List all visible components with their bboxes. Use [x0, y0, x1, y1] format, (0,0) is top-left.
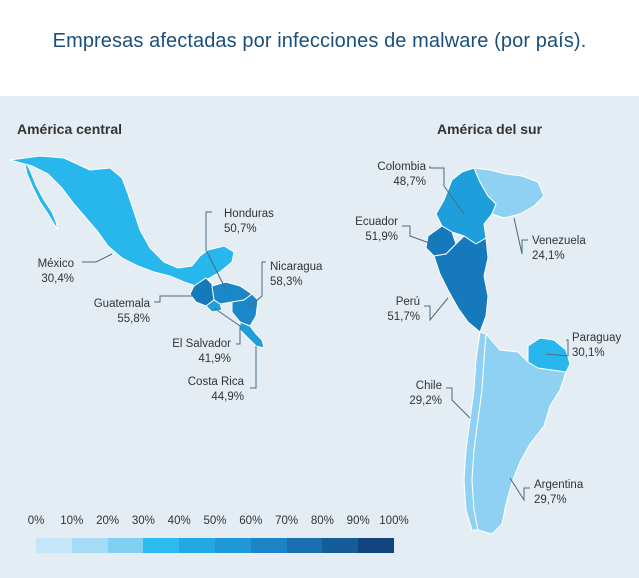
legend-tick: 90% — [346, 515, 370, 527]
label-venezuela-name: Venezuela — [532, 235, 586, 247]
label-nicaragua-name: Nicaragua — [270, 261, 323, 273]
label-el-salvador: El Salvador 41,9% — [136, 337, 231, 367]
label-chile-value: 29,2% — [409, 395, 442, 407]
legend-swatch — [143, 538, 180, 553]
legend-tick: 80% — [310, 515, 334, 527]
leader-nicaragua — [249, 261, 266, 307]
legend-tick: 100% — [379, 515, 409, 527]
leader-peru — [424, 297, 449, 322]
country-mexico-baja[interactable] — [23, 159, 59, 231]
legend-tick: 20% — [96, 515, 120, 527]
label-guatemala-name: Guatemala — [93, 298, 150, 310]
legend-swatch — [286, 538, 323, 553]
label-chile: Chile 29,2% — [396, 379, 442, 409]
label-argentina-name: Argentina — [534, 479, 584, 491]
label-paraguay-name: Paraguay — [572, 332, 622, 344]
label-honduras: Honduras 50,7% — [224, 207, 274, 237]
label-argentina: Argentina 29,7% — [534, 478, 583, 508]
label-paraguay: Paraguay 30,1% — [572, 331, 621, 361]
label-guatemala-value: 55,8% — [117, 313, 150, 325]
label-argentina-value: 29,7% — [534, 494, 567, 506]
label-mexico-name: México — [37, 258, 74, 270]
label-colombia-name: Colombia — [377, 161, 426, 173]
label-costa-rica-name: Costa Rica — [187, 376, 244, 388]
label-ecuador-value: 51,9% — [365, 231, 398, 243]
country-costa-rica[interactable] — [239, 321, 265, 349]
legend-swatch — [179, 538, 215, 553]
legend-tick: 70% — [275, 515, 299, 527]
label-paraguay-value: 30,1% — [572, 347, 605, 359]
map-title: Empresas afectadas por infecciones de ma… — [52, 30, 587, 52]
label-venezuela: Venezuela 24,1% — [532, 234, 586, 264]
legend-swatch — [36, 538, 72, 553]
country-mexico[interactable] — [9, 155, 235, 287]
country-paraguay[interactable] — [527, 337, 571, 373]
label-costa-rica-value: 44,9% — [211, 391, 244, 403]
legend-tick: 50% — [203, 515, 227, 527]
legend-swatch — [71, 538, 108, 553]
label-colombia-value: 48,7% — [393, 176, 426, 188]
leader-paraguay — [545, 339, 569, 357]
leader-argentina — [509, 477, 530, 502]
header: Empresas afectadas por infecciones de ma… — [0, 0, 639, 96]
region-title-central: América central — [17, 121, 123, 137]
legend-swatch — [214, 538, 251, 553]
label-mexico-value: 30,4% — [41, 273, 74, 285]
label-honduras-value: 50,7% — [224, 223, 257, 235]
label-nicaragua-value: 58,3% — [270, 276, 303, 288]
legend-swatch — [107, 538, 144, 553]
leader-colombia — [429, 166, 465, 215]
label-el-salvador-value: 41,9% — [198, 353, 231, 365]
leader-guatemala — [154, 295, 194, 303]
label-honduras-name: Honduras — [224, 208, 274, 220]
legend-swatch — [322, 538, 359, 553]
label-costa-rica: Costa Rica 44,9% — [172, 375, 244, 405]
legend-ticks: 0% 10% 20% 30% 40% 50% 60% 70% 80% 90% 100% — [28, 515, 409, 531]
label-venezuela-value: 24,1% — [532, 250, 565, 262]
label-ecuador: Ecuador 51,9% — [340, 215, 398, 245]
label-colombia: Colombia 48,7% — [360, 160, 426, 190]
country-peru[interactable] — [433, 235, 489, 333]
leader-el-salvador — [213, 307, 241, 345]
label-peru-name: Perú — [395, 296, 420, 308]
label-mexico: México 30,4% — [28, 257, 74, 287]
legend-tick: 60% — [239, 515, 263, 527]
label-nicaragua: Nicaragua 58,3% — [270, 260, 322, 290]
legend-tick: 10% — [60, 515, 84, 527]
legend-tick: 0% — [27, 515, 45, 527]
label-chile-name: Chile — [415, 380, 442, 392]
legend-swatch — [250, 538, 287, 553]
leader-costa-rica — [250, 346, 257, 389]
country-el-salvador[interactable] — [205, 299, 223, 313]
legend-tick: 30% — [131, 515, 155, 527]
region-title-south: América del sur — [437, 121, 543, 137]
legend-swatch — [358, 538, 394, 553]
leader-ecuador — [402, 225, 433, 245]
label-peru-value: 51,7% — [387, 311, 420, 323]
legend-tick: 40% — [167, 515, 191, 527]
leader-venezuela — [513, 217, 528, 255]
leader-mexico — [82, 253, 113, 263]
country-venezuela[interactable] — [473, 167, 545, 219]
leader-honduras — [205, 211, 227, 291]
leader-chile — [446, 387, 471, 419]
legend-bar — [36, 538, 394, 553]
label-peru: Perú 51,7% — [380, 295, 420, 325]
label-ecuador-name: Ecuador — [355, 216, 398, 228]
label-el-salvador-name: El Salvador — [172, 338, 231, 350]
label-guatemala: Guatemala 55,8% — [78, 297, 150, 327]
country-nicaragua[interactable] — [231, 293, 259, 327]
